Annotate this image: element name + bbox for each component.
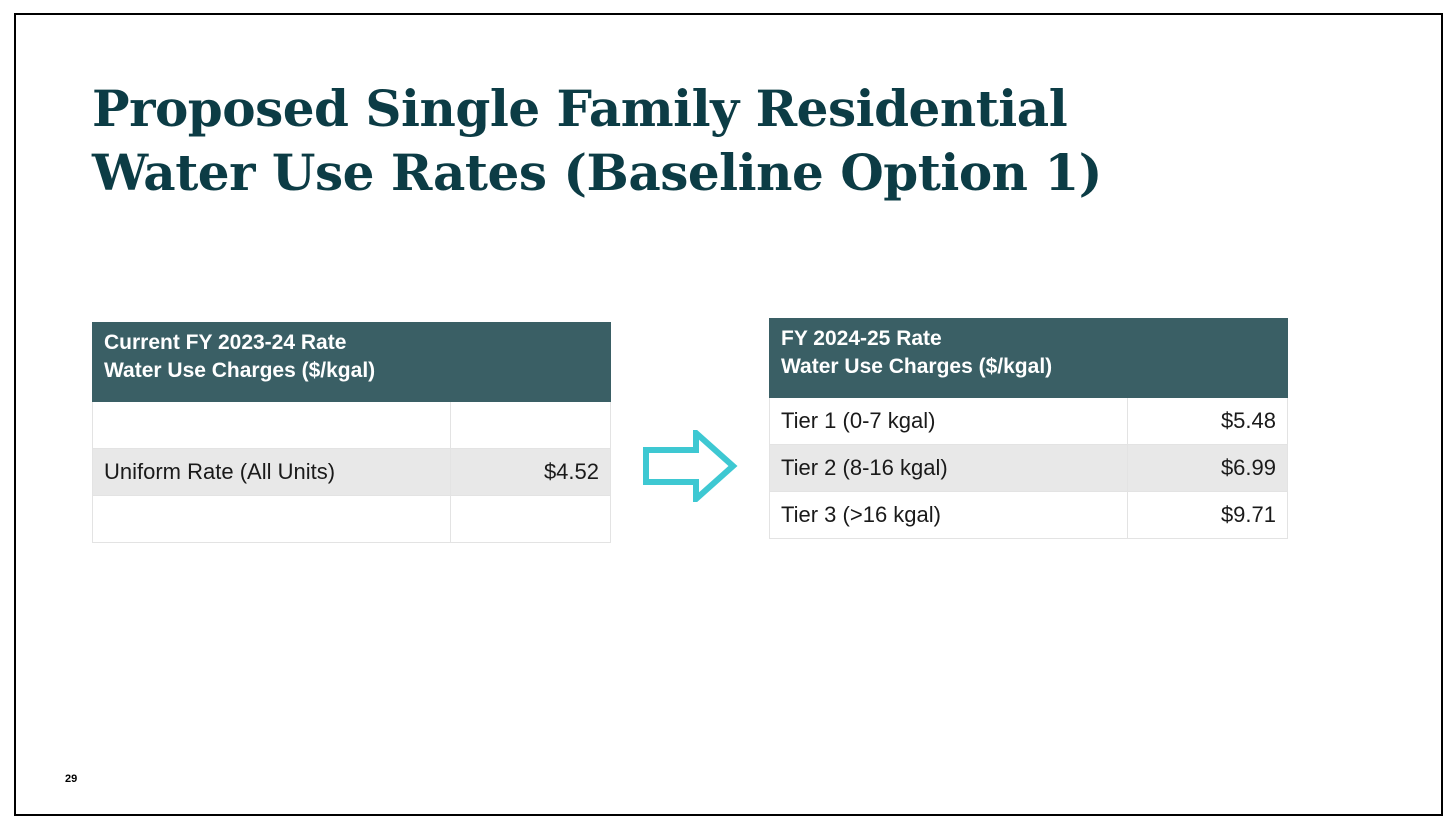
current-rate-header-line-2: Water Use Charges ($/kgal) <box>104 359 376 382</box>
rate-label-cell <box>92 401 451 449</box>
rate-label-cell: Uniform Rate (All Units) <box>92 448 451 496</box>
tier-value-cell: $6.99 <box>1127 444 1288 492</box>
table-row: Tier 2 (8-16 kgal) $6.99 <box>769 444 1288 492</box>
table-row <box>92 495 611 543</box>
current-rate-table: Current FY 2023-24 Rate Water Use Charge… <box>92 322 611 543</box>
rate-value-cell <box>450 401 611 449</box>
slide-title: Proposed Single Family Residential Water… <box>92 77 1102 205</box>
table-row <box>92 401 611 449</box>
table-row: Tier 3 (>16 kgal) $9.71 <box>769 491 1288 539</box>
tier-label-cell: Tier 2 (8-16 kgal) <box>769 444 1128 492</box>
proposed-rate-header: FY 2024-25 Rate Water Use Charges ($/kga… <box>769 318 1288 398</box>
proposed-rate-header-line-1: FY 2024-25 Rate <box>781 327 942 350</box>
table-row: Uniform Rate (All Units) $4.52 <box>92 448 611 496</box>
proposed-rate-table: FY 2024-25 Rate Water Use Charges ($/kga… <box>769 318 1288 539</box>
tier-value-cell: $5.48 <box>1127 397 1288 445</box>
proposed-rate-header-row: FY 2024-25 Rate Water Use Charges ($/kga… <box>769 318 1288 398</box>
rate-label-cell <box>92 495 451 543</box>
right-arrow-icon <box>643 430 738 502</box>
tier-label-cell: Tier 3 (>16 kgal) <box>769 491 1128 539</box>
rate-value-cell <box>450 495 611 543</box>
rate-value-cell: $4.52 <box>450 448 611 496</box>
slide: Proposed Single Family Residential Water… <box>14 13 1443 816</box>
slide-title-line-1: Proposed Single Family Residential <box>92 79 1068 138</box>
tier-label-cell: Tier 1 (0-7 kgal) <box>769 397 1128 445</box>
page-number: 29 <box>65 773 78 785</box>
current-rate-header: Current FY 2023-24 Rate Water Use Charge… <box>92 322 611 402</box>
tier-value-cell: $9.71 <box>1127 491 1288 539</box>
slide-title-line-2: Water Use Rates (Baseline Option 1) <box>92 143 1102 202</box>
current-rate-header-line-1: Current FY 2023-24 Rate <box>104 331 347 354</box>
proposed-rate-header-line-2: Water Use Charges ($/kgal) <box>781 355 1053 378</box>
current-rate-header-row: Current FY 2023-24 Rate Water Use Charge… <box>92 322 611 402</box>
table-row: Tier 1 (0-7 kgal) $5.48 <box>769 397 1288 445</box>
